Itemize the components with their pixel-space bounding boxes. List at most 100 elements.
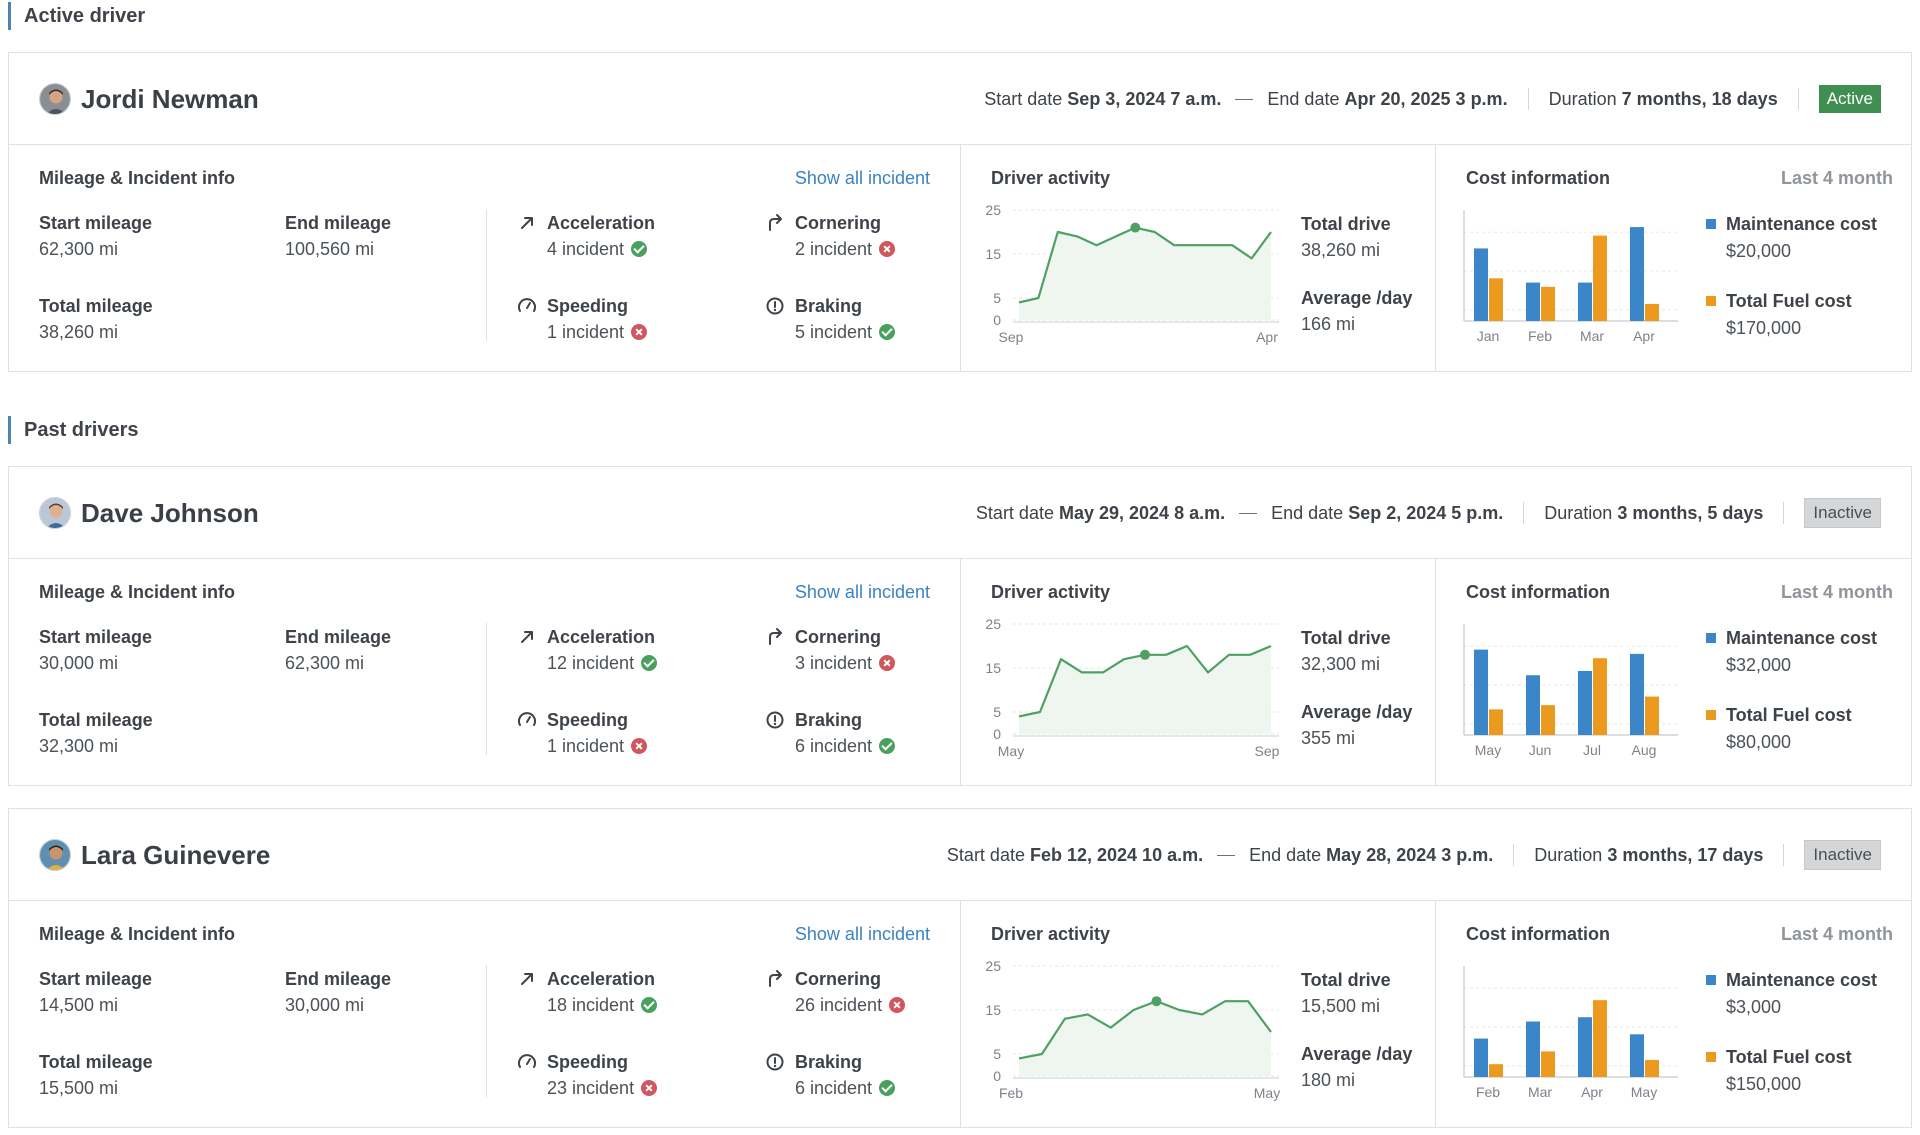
check-circle-icon <box>879 738 896 754</box>
start-mileage-value: 30,000 mi <box>39 653 119 673</box>
cost-info-panel: Cost information Last 4 month Jan Feb Mar A… <box>1436 145 1913 371</box>
incident-acceleration-label: Acceleration <box>547 969 656 989</box>
activity-point[interactable] <box>1140 649 1150 660</box>
fuel-bar[interactable] <box>1489 709 1503 735</box>
status-badge: Inactive <box>1804 498 1881 528</box>
incident-acceleration-label: Acceleration <box>547 627 656 647</box>
x-tick-label: Apr <box>1633 328 1655 344</box>
arrow-up-right-icon <box>517 969 537 989</box>
show-all-incident-link[interactable]: Show all incident <box>794 924 930 944</box>
maintenance-bar[interactable] <box>1630 227 1644 321</box>
maintenance-bar[interactable] <box>1526 1021 1540 1078</box>
end-mileage: End mileage 62,300 mi <box>285 626 391 674</box>
turn-right-icon <box>765 627 785 647</box>
average-day-value: 180 mi <box>1301 1070 1356 1090</box>
speedometer-icon <box>517 296 537 316</box>
total-mileage: Total mileage 32,300 mi <box>39 709 153 757</box>
maintenance-bar[interactable] <box>1526 282 1540 321</box>
average-day-label: Average /day <box>1301 288 1413 308</box>
end-date-label: End date <box>1271 502 1344 523</box>
cost-panel-title: Cost information <box>1466 582 1610 602</box>
x-circle-icon <box>631 324 648 340</box>
activity-chart: 0 5 15 25 Sep Apr <box>985 202 1279 345</box>
show-all-incident-link[interactable]: Show all incident <box>794 582 930 602</box>
fuel-bar[interactable] <box>1593 658 1607 735</box>
maintenance-bar[interactable] <box>1474 248 1488 321</box>
maintenance-bar[interactable] <box>1474 649 1488 735</box>
fuel-bar[interactable] <box>1645 303 1659 321</box>
cost-legend: Maintenance cost $32,000 Total Fuel cost… <box>1706 627 1877 781</box>
fuel-bar[interactable] <box>1489 278 1503 321</box>
x-tick-label: Mar <box>1528 1084 1552 1100</box>
fuel-bar[interactable] <box>1541 705 1555 735</box>
end-date-value: Sep 2, 2024 5 p.m. <box>1348 502 1504 523</box>
x-circle-icon <box>631 738 648 754</box>
x-tick-label: Feb <box>1476 1084 1500 1100</box>
incident-acceleration-count: 18 incident <box>547 995 635 1015</box>
legend-fuel-label: Total Fuel cost <box>1726 705 1852 725</box>
fuel-bar[interactable] <box>1593 1000 1607 1077</box>
maintenance-bar[interactable] <box>1630 1034 1644 1077</box>
incident-braking-label: Braking <box>795 296 863 316</box>
legend-maintenance-swatch <box>1706 975 1716 985</box>
maintenance-bar[interactable] <box>1578 1017 1592 1077</box>
maintenance-bar[interactable] <box>1526 675 1540 735</box>
activity-area <box>1019 227 1271 320</box>
activity-panel-title: Driver activity <box>991 582 1111 602</box>
cost-legend: Maintenance cost $20,000 Total Fuel cost… <box>1706 213 1877 367</box>
x-circle-icon <box>879 241 896 257</box>
incident-cornering-label: Cornering <box>795 969 882 989</box>
incident-braking-count: 6 incident <box>795 1078 873 1098</box>
activity-point[interactable] <box>1151 996 1162 1007</box>
legend-fuel: Total Fuel cost $150,000 <box>1706 1046 1877 1095</box>
total-drive: Total drive 32,300 mi <box>1301 627 1412 675</box>
maintenance-bar[interactable] <box>1630 653 1644 735</box>
driver-card: Dave Johnson Start date May 29, 2024 8 a… <box>8 466 1912 786</box>
activity-point[interactable] <box>1130 222 1141 233</box>
meta-divider <box>1527 88 1529 110</box>
show-all-incident-link[interactable]: Show all incident <box>794 168 930 188</box>
fuel-bar[interactable] <box>1593 235 1607 321</box>
start-date-label: Start date <box>946 844 1025 865</box>
maintenance-bar[interactable] <box>1578 670 1592 735</box>
mileage-incident-panel: Mileage & Incident info Show all inciden… <box>9 145 961 371</box>
date-range-dash <box>1239 512 1258 514</box>
maintenance-bar[interactable] <box>1474 1038 1488 1077</box>
mileage-incident-panel: Mileage & Incident info Show all inciden… <box>9 559 961 785</box>
x-tick-label: Apr <box>1581 1084 1603 1100</box>
y-tick-label: 0 <box>993 312 1001 328</box>
legend-maintenance: Maintenance cost $20,000 <box>1706 213 1877 262</box>
end-mileage: End mileage 30,000 mi <box>285 968 391 1016</box>
driver-card: Lara Guinevere Start date Feb 12, 2024 1… <box>8 808 1912 1128</box>
x-tick-label: Aug <box>1632 742 1657 758</box>
maintenance-cost-value: $32,000 <box>1726 655 1792 675</box>
x-tick-label: Feb <box>999 1085 1023 1101</box>
end-mileage-label: End mileage <box>285 627 392 647</box>
total-drive: Total drive 38,260 mi <box>1301 213 1412 261</box>
legend-maintenance-label: Maintenance cost <box>1726 970 1878 990</box>
check-circle-icon <box>879 1080 896 1096</box>
total-drive-label: Total drive <box>1301 628 1391 648</box>
fuel-bar[interactable] <box>1541 286 1555 321</box>
incident-acceleration-count: 12 incident <box>547 653 635 673</box>
fuel-bar[interactable] <box>1645 696 1659 735</box>
start-mileage: Start mileage 62,300 mi <box>39 212 152 260</box>
incident-speeding-label: Speeding <box>547 1052 629 1072</box>
alert-circle-icon <box>765 296 785 316</box>
cost-panel-title: Cost information <box>1466 924 1610 944</box>
average-day: Average /day 355 mi <box>1301 701 1412 749</box>
average-day-label: Average /day <box>1301 702 1413 722</box>
fuel-bar[interactable] <box>1541 1051 1555 1077</box>
end-date-value: May 28, 2024 3 p.m. <box>1326 844 1494 865</box>
maintenance-cost-value: $20,000 <box>1726 241 1792 261</box>
fuel-bar[interactable] <box>1489 1064 1503 1077</box>
fuel-bar[interactable] <box>1645 1059 1659 1077</box>
end-date-label: End date <box>1267 88 1340 109</box>
check-circle-icon <box>879 324 896 340</box>
start-date-value: May 29, 2024 8 a.m. <box>1058 502 1226 523</box>
incident-cornering-count: 3 incident <box>795 653 873 673</box>
incident-cornering-count: 26 incident <box>795 995 883 1015</box>
average-day-value: 166 mi <box>1301 314 1356 334</box>
incident-acceleration-label: Acceleration <box>547 213 656 233</box>
maintenance-bar[interactable] <box>1578 282 1592 321</box>
